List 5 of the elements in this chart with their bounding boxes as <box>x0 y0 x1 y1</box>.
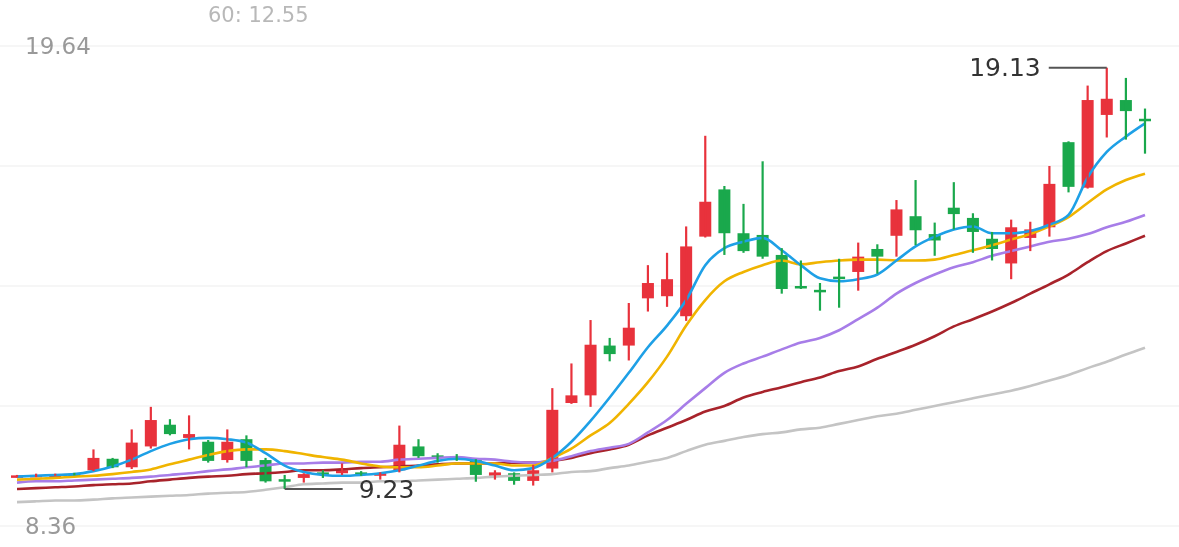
annotation: 9.23 <box>358 474 415 504</box>
annotation: 19.13 <box>969 53 1041 83</box>
text: 60: 12.55 <box>208 3 309 27</box>
y-tick-label: 19.64 <box>25 33 91 60</box>
y-tick-label: 8.36 <box>25 513 77 540</box>
